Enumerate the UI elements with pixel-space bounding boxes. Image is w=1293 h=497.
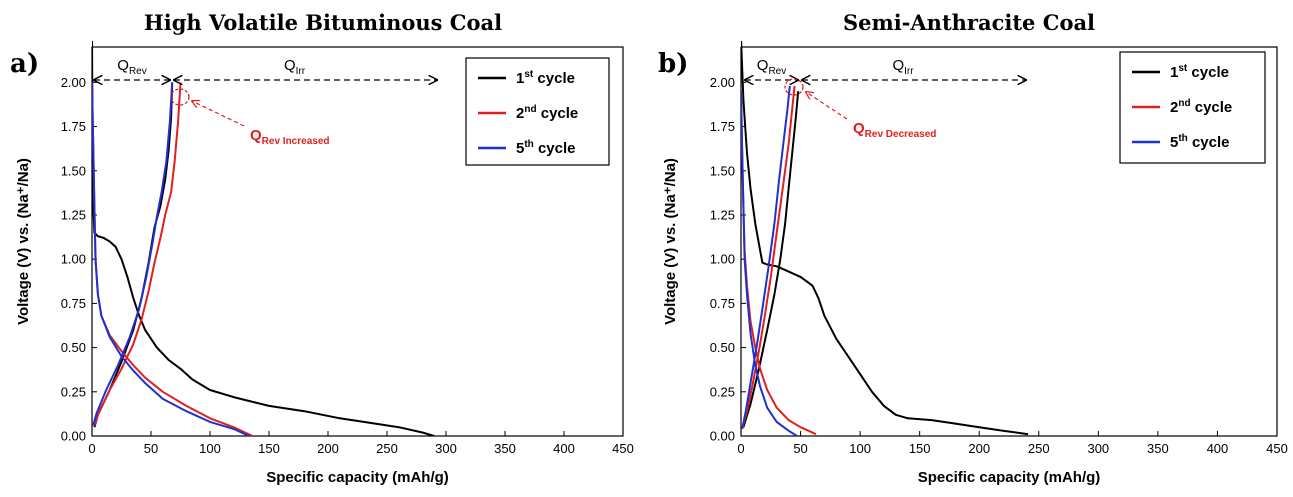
highlight-circle xyxy=(784,78,804,96)
series-line-1-charge xyxy=(93,82,174,428)
x-tick-label: 0 xyxy=(88,441,95,456)
q-rev-note: QRev Increased xyxy=(250,127,330,147)
note-arrow xyxy=(192,101,245,127)
panel-label: b) xyxy=(658,49,688,79)
series-line-1-charge xyxy=(742,91,800,428)
series-group xyxy=(741,41,1029,436)
series-line-2-charge xyxy=(741,85,796,430)
series-group xyxy=(92,41,435,436)
x-tick-label: 450 xyxy=(1266,441,1288,456)
x-tick-label: 350 xyxy=(1147,441,1169,456)
y-tick-label: 1.25 xyxy=(710,207,735,222)
x-tick-label: 0 xyxy=(737,441,744,456)
x-axis-label: Specific capacity (mAh/g) xyxy=(266,469,449,486)
y-tick-label: 1.50 xyxy=(61,163,86,178)
y-tick-label: 1.75 xyxy=(61,119,86,134)
q-rev-label: QRev xyxy=(117,57,146,77)
series-line-1-discharge xyxy=(741,41,1029,436)
y-tick-label: 1.50 xyxy=(710,163,735,178)
series-line-2-charge xyxy=(93,82,182,426)
y-tick-label: 1.75 xyxy=(710,119,735,134)
plot-frame xyxy=(91,46,624,437)
series-line-5-charge xyxy=(92,82,174,426)
legend-label: 5th cycle xyxy=(516,139,576,157)
panel-a: High Volatile Bituminous Coal a) 0.00 0.25 0… xyxy=(0,0,646,497)
x-tick-label: 50 xyxy=(793,441,807,456)
q-rev-note: QRev Decreased xyxy=(853,120,936,140)
x-tick-label: 100 xyxy=(199,441,221,456)
plot-frame xyxy=(740,46,1278,437)
series-line-5-discharge xyxy=(741,91,798,436)
y-tick-label: 1.25 xyxy=(61,207,86,222)
x-tick-label: 250 xyxy=(376,441,398,456)
series-line-5-charge xyxy=(741,85,791,430)
x-tick-label: 250 xyxy=(1028,441,1050,456)
series-line-2-discharge xyxy=(92,82,253,436)
y-axis-label: Voltage (V) vs. (Na⁺/Na) xyxy=(662,158,679,325)
x-tick-label: 400 xyxy=(553,441,575,456)
y-axis-label: Voltage (V) vs. (Na⁺/Na) xyxy=(15,158,32,325)
y-tick-label: 2.00 xyxy=(710,75,735,90)
panel-b: Semi-Anthracite Coal b) 0.00 0.25 0.50 0.75 1.… xyxy=(646,0,1292,497)
q-irr-label: QIrr xyxy=(284,57,306,77)
x-axis-label: Specific capacity (mAh/g) xyxy=(918,469,1101,486)
legend-label: 2nd cycle xyxy=(1170,98,1232,116)
legend-label: 1st cycle xyxy=(516,69,575,87)
chart-b: Semi-Anthracite Coal b) 0.00 0.25 0.50 0.75 1.… xyxy=(658,10,1288,486)
x-tick-label: 50 xyxy=(144,441,158,456)
y-tick-label: 0.75 xyxy=(61,296,86,311)
series-line-1-discharge xyxy=(92,41,435,436)
y-tick-label: 0.25 xyxy=(710,384,735,399)
chart-a: High Volatile Bituminous Coal a) 0.00 0.25 0… xyxy=(10,10,634,486)
x-tick-label: 200 xyxy=(317,441,339,456)
x-tick-label: 350 xyxy=(494,441,516,456)
q-rev-label: QRev xyxy=(757,57,786,77)
x-tick-label: 450 xyxy=(612,441,634,456)
highlight-circle xyxy=(170,88,190,106)
y-tick-label: 0.50 xyxy=(710,340,735,355)
x-tick-label: 150 xyxy=(909,441,931,456)
legend-label: 2nd cycle xyxy=(516,104,578,122)
legend-label: 5th cycle xyxy=(1170,133,1230,151)
legend-label: 1st cycle xyxy=(1170,63,1229,81)
x-tick-label: 300 xyxy=(1087,441,1109,456)
q-irr-label: QIrr xyxy=(892,57,914,77)
y-tick-label: 1.00 xyxy=(61,252,86,267)
panel-label: a) xyxy=(10,49,39,79)
y-tick-label: 0.50 xyxy=(61,340,86,355)
chart-title: Semi-Anthracite Coal xyxy=(843,10,1095,35)
note-arrow xyxy=(806,92,848,120)
x-tick-label: 100 xyxy=(849,441,871,456)
y-tick-label: 0.00 xyxy=(710,429,735,444)
y-tick-label: 1.00 xyxy=(710,252,735,267)
y-tick-label: 2.00 xyxy=(61,75,86,90)
x-tick-label: 300 xyxy=(435,441,457,456)
x-tick-label: 400 xyxy=(1207,441,1229,456)
y-tick-label: 0.00 xyxy=(61,429,86,444)
x-tick-label: 150 xyxy=(258,441,280,456)
y-tick-label: 0.75 xyxy=(710,296,735,311)
x-tick-label: 200 xyxy=(968,441,990,456)
y-tick-label: 0.25 xyxy=(61,384,86,399)
chart-title: High Volatile Bituminous Coal xyxy=(144,10,502,35)
